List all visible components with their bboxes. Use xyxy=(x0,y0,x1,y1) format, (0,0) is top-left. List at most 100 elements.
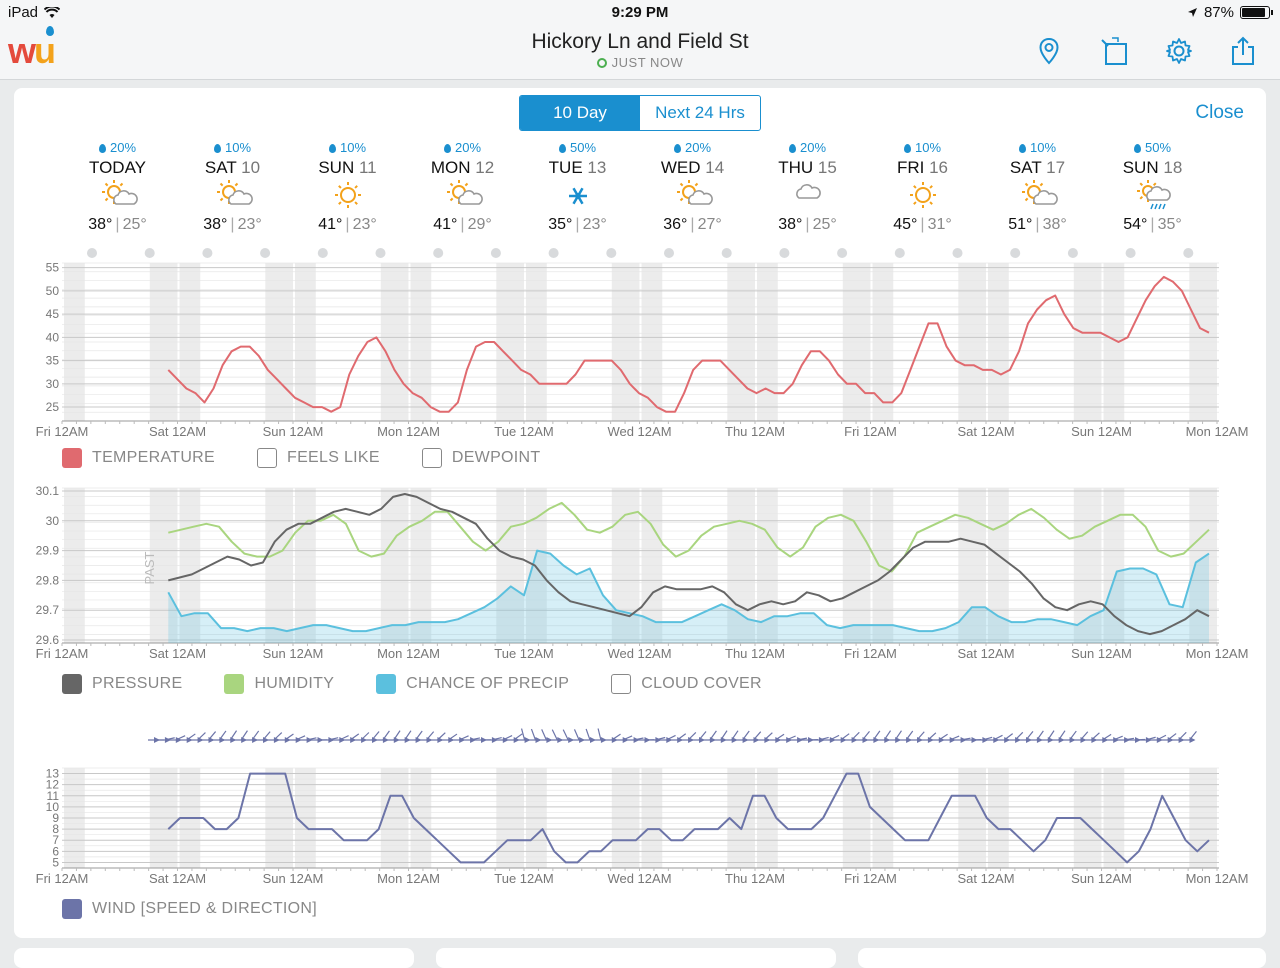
divider-dot xyxy=(87,248,97,258)
x-tick-label: Thu 12AM xyxy=(725,424,785,439)
x-tick-label: Sat 12AM xyxy=(149,424,206,439)
divider-dot xyxy=(664,248,674,258)
precip-line xyxy=(168,551,1209,632)
legend-label: FEELS LIKE xyxy=(287,449,380,467)
live-dot-icon xyxy=(597,58,607,68)
clock: 9:29 PM xyxy=(0,4,1280,21)
legend-label: DEWPOINT xyxy=(452,449,541,467)
legend-chance-of-precip[interactable]: CHANCE OF PRECIP xyxy=(376,674,569,694)
battery-percent: 87% xyxy=(1204,4,1234,21)
divider-dot xyxy=(260,248,270,258)
wind-barb xyxy=(598,728,601,740)
x-tick-label: Tue 12AM xyxy=(494,871,554,886)
wind-legend: WIND [SPEED & DIRECTION] xyxy=(62,899,317,919)
legend-cloud-cover[interactable]: CLOUD COVER xyxy=(611,674,762,694)
y-tick-label: 55 xyxy=(46,261,60,275)
share-icon[interactable] xyxy=(1228,36,1258,66)
atmosphere-legend: PRESSURE HUMIDITY CHANCE OF PRECIP CLOUD CO… xyxy=(62,674,762,694)
legend-checkbox[interactable] xyxy=(62,448,82,468)
x-tick-label: Mon 12AM xyxy=(377,871,440,886)
x-tick-label: Thu 12AM xyxy=(725,871,785,886)
divider-dot xyxy=(1010,248,1020,258)
divider-dot xyxy=(1068,248,1078,258)
x-tick-label: Sat 12AM xyxy=(957,871,1014,886)
legend-checkbox[interactable] xyxy=(62,674,82,694)
legend-label: PRESSURE xyxy=(92,675,182,693)
legend-humidity[interactable]: HUMIDITY xyxy=(224,674,334,694)
divider-dot xyxy=(202,248,212,258)
divider-dot xyxy=(1126,248,1136,258)
legend-dewpoint[interactable]: DEWPOINT xyxy=(422,448,541,468)
y-tick-label: 50 xyxy=(46,284,60,298)
divider-dot xyxy=(376,248,386,258)
legend-checkbox[interactable] xyxy=(62,899,82,919)
y-tick-label: 29.7 xyxy=(36,603,60,617)
next-card-edge xyxy=(14,948,414,968)
divider-dot xyxy=(145,248,155,258)
precip-area xyxy=(168,551,1209,643)
x-tick-label: Fri 12AM xyxy=(36,646,89,661)
wind-barb xyxy=(563,730,568,740)
wind-barb xyxy=(574,729,579,740)
x-tick-label: Thu 12AM xyxy=(725,646,785,661)
legend-label: CLOUD COVER xyxy=(641,675,762,693)
legend-label: CHANCE OF PRECIP xyxy=(406,675,569,693)
x-tick-label: Sun 12AM xyxy=(1071,646,1132,661)
y-tick-label: 29.8 xyxy=(36,573,60,587)
x-tick-label: Sun 12AM xyxy=(1071,871,1132,886)
x-tick-label: Tue 12AM xyxy=(494,424,554,439)
legend-checkbox[interactable] xyxy=(224,674,244,694)
app-header: wu Hickory Ln and Field St JUST NOW xyxy=(0,26,1280,80)
legend-temperature[interactable]: TEMPERATURE xyxy=(62,448,215,468)
humidity-line xyxy=(168,503,1209,572)
next-card-edge xyxy=(436,948,836,968)
x-tick-label: Sat 12AM xyxy=(149,871,206,886)
y-tick-label: 25 xyxy=(46,400,60,414)
x-tick-label: Fri 12AM xyxy=(36,871,89,886)
x-tick-label: Wed 12AM xyxy=(607,424,671,439)
legend-label: TEMPERATURE xyxy=(92,449,215,467)
legend-feels-like[interactable]: FEELS LIKE xyxy=(257,448,380,468)
gear-icon[interactable] xyxy=(1164,36,1194,66)
y-tick-label: 35 xyxy=(46,354,60,368)
next-card-edge xyxy=(858,948,1266,968)
x-tick-label: Sun 12AM xyxy=(263,424,324,439)
legend-checkbox[interactable] xyxy=(376,674,396,694)
x-tick-label: Sat 12AM xyxy=(957,646,1014,661)
legend-label: HUMIDITY xyxy=(254,675,334,693)
x-tick-label: Mon 12AM xyxy=(377,646,440,661)
y-tick-label: 45 xyxy=(46,307,60,321)
legend-label: WIND [SPEED & DIRECTION] xyxy=(92,900,317,918)
divider-dot xyxy=(779,248,789,258)
x-tick-label: Wed 12AM xyxy=(607,871,671,886)
legend-checkbox[interactable] xyxy=(422,448,442,468)
divider-dot xyxy=(722,248,732,258)
x-tick-label: Mon 12AM xyxy=(1186,646,1249,661)
x-tick-label: Mon 12AM xyxy=(377,424,440,439)
past-label: PAST xyxy=(142,551,157,584)
y-tick-label: 30 xyxy=(46,377,60,391)
battery-icon xyxy=(1240,6,1270,19)
legend-checkbox[interactable] xyxy=(257,448,277,468)
forecast-card: 10 Day Next 24 Hrs Close 20% TODAY 38°|2… xyxy=(14,88,1266,938)
divider-dot xyxy=(895,248,905,258)
legend-checkbox[interactable] xyxy=(611,674,631,694)
y-tick-label: 13 xyxy=(46,767,60,781)
wind-barb xyxy=(586,729,590,740)
legend-wind-speed-direction[interactable]: WIND [SPEED & DIRECTION] xyxy=(62,899,317,919)
legend-pressure[interactable]: PRESSURE xyxy=(62,674,182,694)
status-bar: iPad 9:29 PM 87% xyxy=(0,0,1280,26)
y-tick-label: 29.9 xyxy=(36,544,60,558)
rotate-screen-icon[interactable] xyxy=(1100,36,1130,66)
x-tick-label: Mon 12AM xyxy=(1186,424,1249,439)
temperature-legend: TEMPERATURE FEELS LIKE DEWPOINT xyxy=(62,448,540,468)
x-tick-label: Sat 12AM xyxy=(149,646,206,661)
x-tick-label: Mon 12AM xyxy=(1186,871,1249,886)
location-pin-icon[interactable] xyxy=(1034,36,1064,66)
divider-dot xyxy=(606,248,616,258)
divider-dot xyxy=(837,248,847,258)
x-tick-label: Sun 12AM xyxy=(263,871,324,886)
